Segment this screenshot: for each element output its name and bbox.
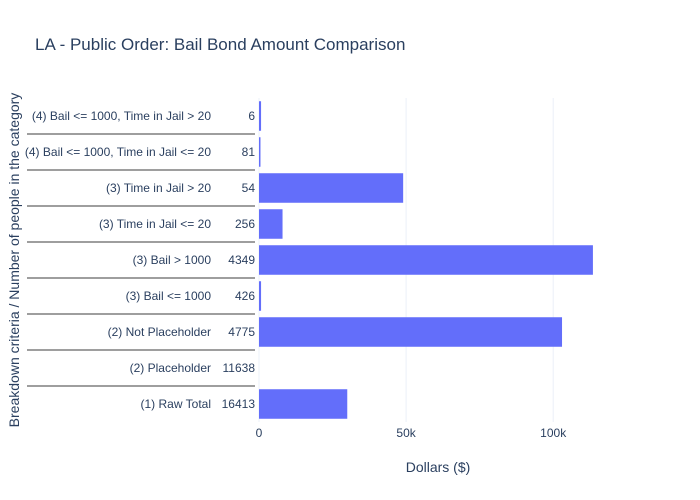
category-label: (3) Time in Jail > 20 xyxy=(106,181,211,195)
x-tick-label: 50k xyxy=(396,426,416,440)
bar xyxy=(259,389,348,419)
category-label: (4) Bail <= 1000, Time in Jail <= 20 xyxy=(25,145,211,159)
category-count-label: 4349 xyxy=(228,253,255,267)
category-count-label: 81 xyxy=(242,145,256,159)
bars xyxy=(259,101,593,419)
bar xyxy=(259,173,404,203)
category-count-label: 6 xyxy=(248,109,255,123)
category-count-label: 426 xyxy=(235,289,255,303)
bar xyxy=(259,317,563,347)
bar xyxy=(259,137,261,167)
x-tick-label: 0 xyxy=(256,426,263,440)
category-label: (2) Placeholder xyxy=(130,361,211,375)
x-axis-title: Dollars ($) xyxy=(406,459,471,475)
category-label: (3) Time in Jail <= 20 xyxy=(99,217,211,231)
chart-title: LA - Public Order: Bail Bond Amount Comp… xyxy=(35,35,405,54)
x-tick-label: 100k xyxy=(540,426,567,440)
category-count-label: 11638 xyxy=(223,361,256,375)
bar xyxy=(259,101,262,131)
category-label: (3) Bail > 1000 xyxy=(133,253,212,267)
x-axis-ticks: 0 50k 100k xyxy=(256,426,568,440)
category-count-label: 4775 xyxy=(228,325,255,339)
category-label: (3) Bail <= 1000 xyxy=(126,289,212,303)
y-axis-title: Breakdown criteria / Number of people in… xyxy=(6,93,22,428)
category-labels: 6 (4) Bail <= 1000, Time in Jail > 20 81 (4… xyxy=(25,109,255,411)
bar xyxy=(259,209,283,239)
category-label: (4) Bail <= 1000, Time in Jail > 20 xyxy=(32,109,211,123)
category-count-label: 54 xyxy=(242,181,256,195)
bar xyxy=(259,245,593,275)
category-count-label: 256 xyxy=(235,217,255,231)
category-label: (1) Raw Total xyxy=(141,397,211,411)
category-count-label: 16413 xyxy=(222,397,256,411)
category-label: (2) Not Placeholder xyxy=(108,325,211,339)
bar xyxy=(259,281,262,311)
